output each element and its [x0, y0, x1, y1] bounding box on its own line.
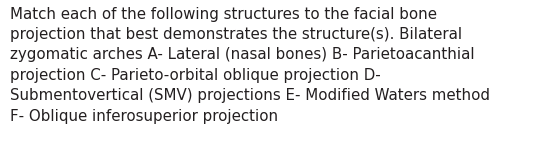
Text: Match each of the following structures to the facial bone
projection that best d: Match each of the following structures t…	[10, 7, 490, 124]
